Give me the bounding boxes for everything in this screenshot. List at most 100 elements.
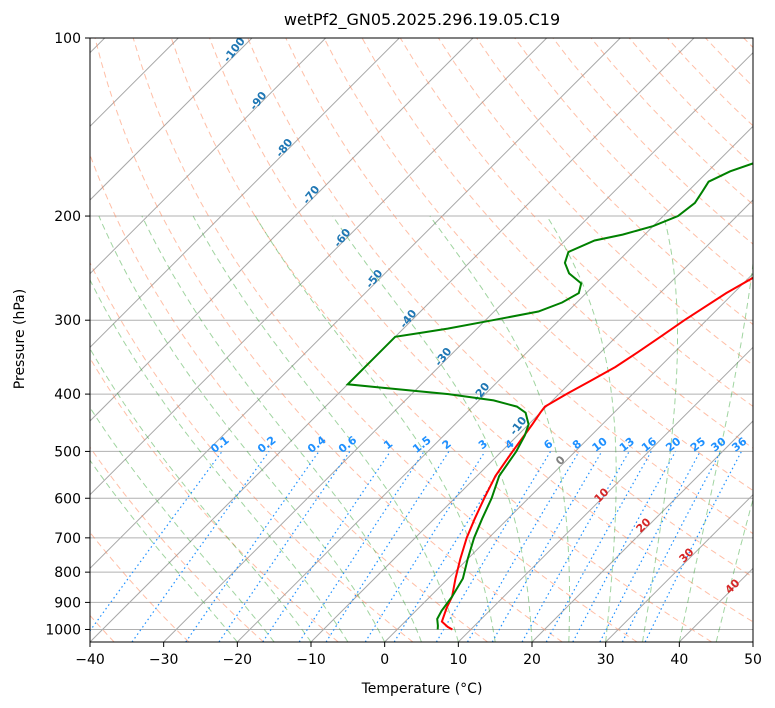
y-tick-label: 700 <box>54 531 81 547</box>
mixing-ratio-line <box>262 451 391 642</box>
plot-area: 0.1 0.2 0.4 0.6 1 1.5 2 3 4 6 8 10 13 16 20 25 30 36-100-… <box>90 35 753 642</box>
dry-adiabat-label: -90 <box>247 89 270 113</box>
mixing-ratio-line <box>466 451 580 642</box>
dewpoint-line <box>345 162 753 630</box>
dry-adiabat-line <box>552 38 753 245</box>
mixing-ratio-line <box>435 451 552 642</box>
axes: −40 −30 −20 −10 0 10 20 30 40 50 100 200 300 400 500 60… <box>45 31 762 668</box>
dry-adiabat-line <box>514 38 753 285</box>
dry-adiabat-labels: -100-90-80-70-60-50-40-30-20-10 <box>221 35 530 438</box>
dry-adiabat-line <box>94 38 563 642</box>
moist-adiabats <box>90 215 753 642</box>
dry-adiabat-line <box>170 38 712 642</box>
moist-adiabat-line <box>678 259 753 642</box>
moist-adiabat-line <box>90 459 238 642</box>
mixing-ratio-label: 0.6 <box>336 433 360 455</box>
mixing-ratio-label: 2 <box>440 437 454 452</box>
x-tick-label: −40 <box>75 652 105 668</box>
moist-adiabat-line <box>192 215 459 642</box>
mixing-ratio-line <box>521 451 630 642</box>
dry-adiabat-line <box>90 153 488 642</box>
isotherm-line <box>605 493 753 642</box>
moist-adiabat-line <box>332 215 533 642</box>
moist-adiabat-line <box>98 215 386 642</box>
dry-adiabat-line <box>90 357 339 642</box>
dry-adiabat-label: -100 <box>221 35 248 65</box>
moist-adiabat-label: 30 <box>677 545 697 565</box>
moist-adiabat-line <box>546 215 617 642</box>
dry-adiabat-line <box>90 261 414 642</box>
y-tick-label: 1000 <box>45 622 81 638</box>
mixing-ratio-line <box>90 451 223 632</box>
y-axis-title: Pressure (hPa) <box>12 289 28 389</box>
x-tick-label: 40 <box>670 652 688 668</box>
isotherm-line <box>752 641 753 642</box>
isotherm-line <box>678 567 753 642</box>
x-tick-label: 50 <box>744 652 762 668</box>
mixing-ratio-label: 0.4 <box>305 433 329 455</box>
chart-title: wetPf2_GN05.2025.296.19.05.C19 <box>284 10 560 30</box>
moist-adiabat-line <box>429 215 570 642</box>
y-tick-label: 800 <box>54 565 81 581</box>
isotherm-line <box>163 51 753 642</box>
isotherm-line <box>457 346 753 642</box>
dry-adiabat-line <box>90 446 264 642</box>
moist-adiabat-label: 40 <box>723 576 743 596</box>
dry-adiabat-line <box>323 38 753 492</box>
plot-frame <box>89 37 754 643</box>
moist-adiabat-label: 10 <box>592 485 612 505</box>
dry-adiabat-line <box>705 38 753 88</box>
dry-adiabat-label: -50 <box>363 267 386 291</box>
mixing-ratio-line <box>218 451 351 642</box>
mixing-ratio-line <box>545 451 652 642</box>
moist-adiabat-line <box>141 215 422 642</box>
dry-adiabat-line <box>247 38 753 578</box>
dry-adiabat-label: -80 <box>273 136 296 160</box>
dry-adiabat-label: -60 <box>331 226 354 250</box>
dry-adiabat-label: -30 <box>432 345 455 369</box>
isotherm-line <box>531 420 753 642</box>
isotherm-line <box>90 38 621 570</box>
mixing-ratio-line <box>131 451 270 642</box>
mixing-ratio-line <box>325 451 450 642</box>
moist-adiabat-line <box>90 406 275 642</box>
y-tick-label: 200 <box>54 209 81 225</box>
x-tick-label: 0 <box>380 652 389 668</box>
mixing-ratio-label: 1.5 <box>410 434 433 456</box>
x-tick-label: −20 <box>223 652 253 668</box>
mixing-ratio-line <box>393 451 513 642</box>
x-tick-label: −10 <box>296 652 326 668</box>
dry-adiabat-line <box>476 38 753 326</box>
dry-adiabat-line <box>90 531 190 642</box>
moist-adiabat-line <box>90 347 312 642</box>
temperature-line <box>440 276 753 631</box>
x-axis-title: Temperature (°C) <box>361 681 483 697</box>
x-tick-label: −30 <box>149 652 179 668</box>
x-tick-label: 30 <box>597 652 615 668</box>
mixing-ratio-line <box>298 451 425 642</box>
isotherm-line <box>384 272 753 642</box>
dry-adiabat-line <box>209 38 753 623</box>
isotherm-line <box>90 38 474 422</box>
y-tick-label: 100 <box>54 31 81 47</box>
dry-adiabat-line <box>285 38 753 535</box>
y-tick-label: 400 <box>54 387 81 403</box>
x-tick-label: 10 <box>449 652 467 668</box>
dry-adiabat-label: -40 <box>397 307 420 331</box>
mixing-ratio-line <box>644 451 743 642</box>
y-tick-label: 900 <box>54 595 81 611</box>
isotherm-line <box>90 38 253 201</box>
dry-adiabat-label: -70 <box>300 183 323 207</box>
y-tick-label: 500 <box>54 444 81 460</box>
grid-lines <box>90 38 753 642</box>
y-tick-label: 300 <box>54 313 81 329</box>
mixing-ratio-line <box>185 451 320 642</box>
moist-adiabat-line <box>90 278 349 642</box>
dry-adiabats <box>90 38 753 642</box>
isotherm-line <box>90 38 548 496</box>
dry-adiabat-line <box>743 38 753 49</box>
isotherm-line <box>90 38 327 275</box>
dry-adiabat-line <box>437 38 753 366</box>
